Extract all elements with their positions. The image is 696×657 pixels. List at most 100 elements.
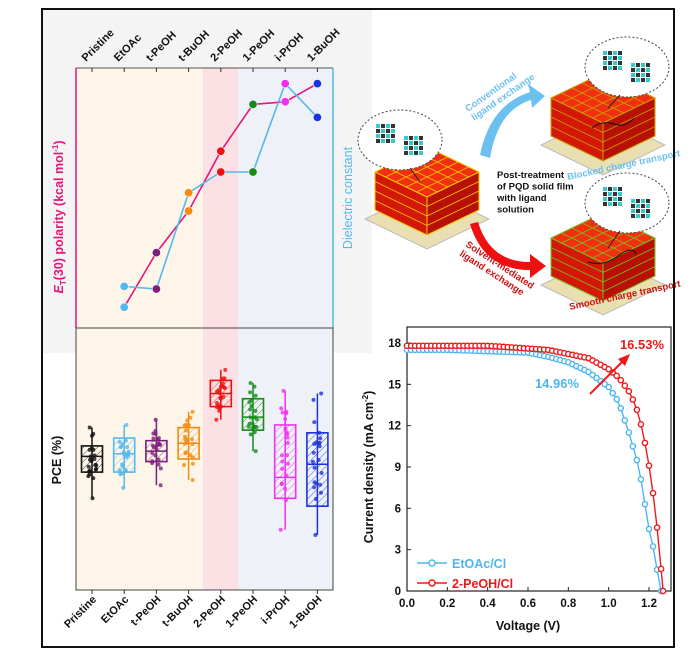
jv-ytitle-sup: -2 (361, 394, 370, 402)
data-point (184, 437, 189, 442)
data-point (150, 450, 155, 455)
data-point (118, 445, 123, 450)
quantum-dot-lattice (376, 134, 380, 138)
quantum-dot-lattice (386, 134, 390, 138)
data-point (189, 437, 194, 442)
data-point (158, 466, 163, 471)
cube-seam (571, 227, 624, 254)
jv-ytitle-main: Current density (mA cm (362, 402, 376, 543)
quantum-dot-lattice (608, 187, 612, 191)
data-point (248, 390, 253, 395)
voltage-axis-title: Voltage (V) (496, 619, 560, 633)
quantum-dot-lattice (641, 214, 645, 218)
quantum-dot-lattice (618, 187, 622, 191)
quantum-dot-lattice (603, 51, 607, 55)
cube-seam (374, 181, 428, 207)
quantum-dot-lattice (404, 151, 408, 155)
cube-seam (550, 116, 604, 143)
quantum-dot-lattice (608, 51, 612, 55)
jv-ytitle-close: ) (362, 391, 376, 395)
cube-seam (602, 266, 656, 292)
legend-marker (428, 579, 436, 587)
quantum-dot-lattice (381, 134, 385, 138)
smooth-path (587, 249, 637, 264)
quantum-dot-lattice (618, 197, 622, 201)
pce-plot-frame (75, 327, 334, 591)
data-point (125, 452, 130, 457)
quantum-dot-lattice (646, 68, 650, 72)
data-point (284, 473, 289, 478)
data-point (285, 435, 290, 440)
cube-seam (602, 126, 656, 152)
data-point (279, 406, 284, 411)
data-point (313, 532, 318, 537)
data-point (223, 367, 228, 372)
data-point (280, 466, 285, 471)
cube-seam (426, 190, 480, 217)
quantum-dot-lattice (636, 214, 640, 218)
data-point (158, 483, 163, 488)
cube-seam (406, 161, 459, 188)
jv-marker (649, 489, 657, 497)
data-point (254, 424, 259, 429)
quantum-dot-lattice (646, 73, 650, 77)
quantum-dot-lattice (631, 73, 635, 77)
jv-marker (617, 405, 625, 412)
jv-marker (613, 395, 621, 403)
data-point (151, 431, 156, 436)
x-tick-label: 1.0 (601, 598, 617, 610)
data-point (117, 468, 122, 473)
data-point (190, 442, 195, 447)
data-point (218, 384, 223, 389)
jv-marker (613, 372, 621, 380)
quantum-dot-lattice (404, 141, 408, 145)
quantum-dot-lattice (631, 78, 635, 82)
quantum-dot-lattice (613, 66, 617, 70)
cube-seam (416, 166, 469, 193)
quantum-dot-lattice (608, 56, 612, 60)
jv-marker (605, 365, 612, 373)
cube-seam (602, 256, 656, 283)
data-point (285, 432, 290, 437)
data-point (280, 453, 285, 458)
quantum-dot-lattice (391, 129, 395, 133)
data-point (313, 497, 318, 502)
quantum-dot-lattice (613, 192, 617, 196)
jv-marker (629, 443, 637, 450)
data-point (184, 440, 189, 445)
jv-marker (633, 406, 641, 414)
data-point (182, 423, 187, 428)
callout-line (607, 94, 621, 109)
quantum-dot-lattice (608, 61, 612, 65)
x-tick-label: 0.6 (520, 598, 536, 610)
quantum-dot-lattice (636, 78, 640, 82)
data-point (318, 436, 323, 441)
quantum-dot-lattice (603, 66, 607, 70)
quantum-dot-lattice (391, 139, 395, 143)
jv-marker (617, 376, 625, 384)
data-point (220, 381, 225, 386)
quantum-dot-lattice (646, 63, 650, 67)
post-treatment-line: Post-treatment (497, 170, 565, 181)
quantum-dot-lattice (381, 124, 385, 128)
quantum-dot-lattice (631, 68, 635, 72)
quantum-dot-lattice (608, 197, 612, 201)
quantum-dot-lattice (613, 61, 617, 65)
data-point (86, 474, 91, 479)
data-point (247, 421, 252, 426)
data-point (253, 408, 258, 413)
cube-seam (395, 156, 448, 183)
cube-seam (561, 92, 614, 119)
figure-border (41, 8, 675, 648)
data-point (311, 397, 316, 402)
quantum-dot-lattice (603, 187, 607, 191)
data-point (250, 421, 255, 426)
polarity-title-sub: T (59, 280, 68, 285)
data-point (220, 376, 225, 381)
data-point (252, 384, 257, 389)
data-point (253, 393, 258, 398)
data-point (278, 527, 283, 532)
quantum-dot-lattice (386, 129, 390, 133)
quantum-dot-lattice (613, 56, 617, 60)
data-point (222, 385, 227, 390)
